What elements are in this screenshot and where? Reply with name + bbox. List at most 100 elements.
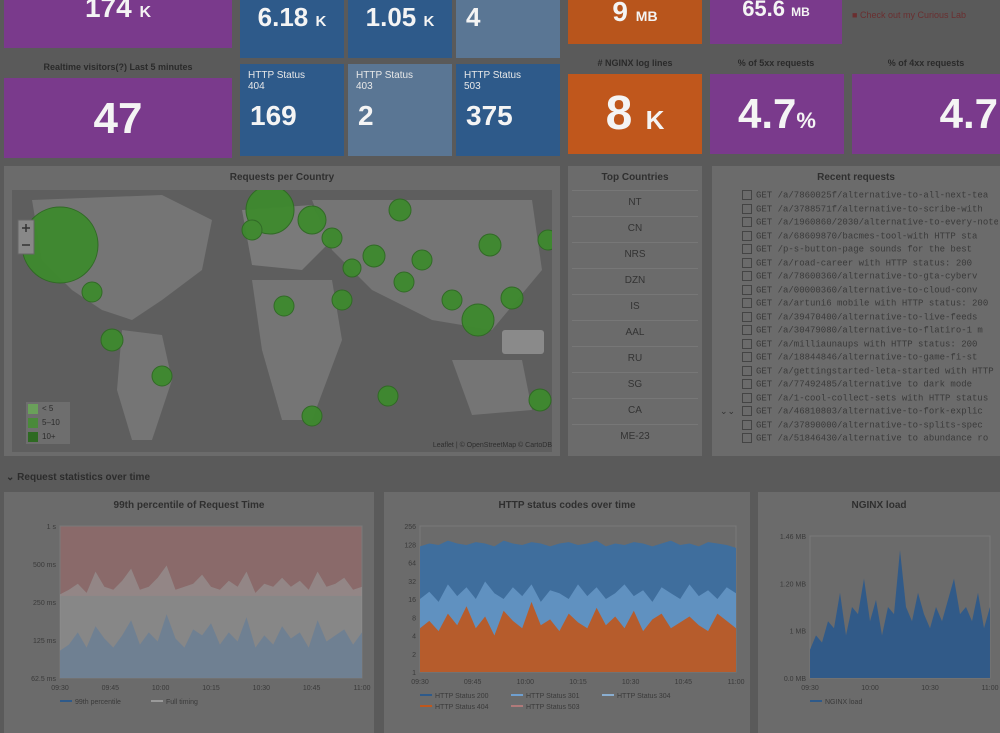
checkbox-icon[interactable] xyxy=(742,190,752,200)
bubble-au xyxy=(528,388,552,412)
request-row[interactable]: GET /a/gettingstarted-leta-started with … xyxy=(742,365,994,376)
request-row[interactable]: GET /a/37890000/alternative-to-splits-sp… xyxy=(742,419,983,430)
stat-total-requests[interactable]: 174 K xyxy=(4,0,232,48)
world-map[interactable] xyxy=(12,190,552,452)
country-row[interactable]: NT xyxy=(572,190,698,215)
request-row[interactable]: GET /a/milliaunaups with HTTP status: 20… xyxy=(742,338,978,349)
stat-65mb[interactable]: 65.6 MB xyxy=(710,0,842,44)
checkbox-icon[interactable] xyxy=(742,352,752,362)
stat-http-404[interactable]: HTTP Status 404 169 xyxy=(240,64,344,156)
stat-pct-4xx[interactable]: 4.7 xyxy=(852,74,1000,154)
checkbox-icon[interactable] xyxy=(742,257,752,268)
legend-low: < 5 xyxy=(26,402,70,416)
request-text: GET /a/artuni6 mobile with HTTP status: … xyxy=(756,298,989,309)
request-row[interactable]: GET /a/artuni6 mobile with HTTP status: … xyxy=(742,298,988,308)
checkbox-icon[interactable] xyxy=(742,392,752,403)
stat-value: 1.05 xyxy=(365,2,417,32)
checkbox-icon[interactable] xyxy=(742,419,752,430)
chart-title: 99th percentile of Request Time xyxy=(113,500,265,511)
stat-pct-5xx[interactable]: 4.7% xyxy=(710,74,844,154)
curious-lab-link-text: Check out my Curious Lab xyxy=(859,10,966,20)
country-row[interactable]: CA xyxy=(572,398,698,423)
stat-unit: K xyxy=(315,13,327,30)
stat-value: 169 xyxy=(250,100,297,131)
status-codes-chart[interactable]: 256 128 64 32 16 8 4 2 1 09:30 09:45 10:00 10:15 10:3… xyxy=(384,516,750,733)
chart-title: HTTP status codes over time xyxy=(498,500,636,511)
checkbox-icon[interactable] xyxy=(742,230,752,241)
curious-lab-link[interactable]: ■ Check out my Curious Lab xyxy=(852,10,1000,20)
chart-panel-status-codes: HTTP status codes over time 256 128 64 32 16… xyxy=(384,492,750,733)
checkbox-icon[interactable] xyxy=(742,311,752,322)
checkbox-icon[interactable] xyxy=(742,338,752,349)
checkbox-icon[interactable] xyxy=(742,365,752,376)
stat-value: 65.6 xyxy=(742,0,786,21)
checkbox-icon[interactable] xyxy=(742,433,752,443)
country-row[interactable]: CN xyxy=(572,216,698,241)
request-row[interactable]: GET /a/78600360/alternative-to-gta-cyber… xyxy=(742,271,977,281)
percentile-chart[interactable]: 1 s 500 ms 250 ms 125 ms 62.5 ms 09:30 09:45 10… xyxy=(4,516,374,733)
stat-6k[interactable]: 6.18 K xyxy=(240,0,344,58)
country-row[interactable]: NRS xyxy=(572,242,698,267)
x-tick-label: 10:30 xyxy=(622,679,640,686)
country-row[interactable]: IS xyxy=(572,294,698,319)
request-text: GET /a/37890000/alternative-to-splits-sp… xyxy=(756,419,983,430)
legend-label: NGINX load xyxy=(825,699,862,706)
request-text: GET /a/1-cool-collect-sets with HTTP sta… xyxy=(756,392,989,403)
y-tick-label: 8 xyxy=(412,615,416,622)
y-tick-label: 128 xyxy=(404,542,416,549)
checkbox-icon[interactable] xyxy=(742,271,752,281)
country-row[interactable]: AAL xyxy=(572,320,698,345)
request-row[interactable]: GET /a/77492485/alternative to dark mode xyxy=(742,379,972,389)
checkbox-icon[interactable] xyxy=(742,244,752,254)
legend-label: Full timing xyxy=(166,699,198,706)
country-row[interactable]: DZN xyxy=(572,268,698,293)
checkbox-icon[interactable] xyxy=(742,298,752,308)
checkbox-icon[interactable] xyxy=(742,406,752,416)
checkbox-icon[interactable] xyxy=(742,379,752,389)
request-row[interactable]: GET /a/68609870/bacmes-tool-with HTTP st… xyxy=(742,230,977,241)
checkbox-icon[interactable] xyxy=(742,217,752,227)
stat-log-lines[interactable]: 8 K xyxy=(568,74,702,154)
zoom-control xyxy=(17,219,35,255)
x-tick-label: 10:30 xyxy=(921,685,939,692)
request-row[interactable]: GET /a/46810803/alternative-to-fork-expl… xyxy=(742,406,983,416)
checkbox-icon[interactable] xyxy=(742,325,752,335)
map-title: Requests per Country xyxy=(229,172,335,183)
stat-http-503[interactable]: HTTP Status 503 375 xyxy=(456,64,560,156)
request-row[interactable]: GET /p-s-button-page sounds for the best xyxy=(742,244,972,254)
country-row[interactable]: RU xyxy=(572,346,698,371)
chart-panel-nginx-load: NGINX load 1.46 MB 1.20 MB 1 MB 0.0 MB 09:30… xyxy=(758,492,1000,733)
section-header[interactable]: ⌄ Request statistics over time xyxy=(6,472,150,483)
request-row[interactable]: GET /a/51846430/alternative to abundance… xyxy=(742,433,988,443)
top-countries-title: Top Countries xyxy=(601,172,669,183)
checkbox-icon[interactable] xyxy=(742,284,752,295)
request-text: GET /a/46810803/alternative-to-fork-expl… xyxy=(756,406,983,417)
request-row[interactable]: GET /a/road-career with HTTP status: 200 xyxy=(742,257,972,268)
request-row[interactable]: GET /a/30479080/alternative-to-flatiro-1… xyxy=(742,325,983,335)
scroll-up-icon[interactable]: ⌄⌄ xyxy=(720,406,736,416)
checkbox-icon[interactable] xyxy=(742,203,752,214)
stat-1k[interactable]: 1.05 K xyxy=(348,0,452,58)
bubble-pk xyxy=(411,249,433,271)
stat-4[interactable]: 4 xyxy=(456,0,560,58)
nginx-load-chart[interactable]: 1.46 MB 1.20 MB 1 MB 0.0 MB 09:30 10:00 10:30 1… xyxy=(758,516,1000,733)
request-row[interactable]: GET /a/39470400/alternative-to-live-feed… xyxy=(742,311,977,322)
bubble-kz xyxy=(321,227,343,249)
request-row[interactable]: GET /a/00000360/alternative-to-cloud-con… xyxy=(742,284,977,295)
request-row[interactable]: GET /a/1960860/2030/alternative-to-every… xyxy=(742,217,998,227)
request-text: GET /a/milliaunaups with HTTP status: 20… xyxy=(756,338,978,349)
request-row[interactable]: GET /a/7860025f/alternative-to-all-next-… xyxy=(742,190,988,200)
country-row[interactable]: SG xyxy=(572,372,698,397)
stat-label: HTTP Status 503 xyxy=(464,70,522,92)
bubble-cn xyxy=(478,233,502,257)
y-tick-label: 16 xyxy=(408,597,416,604)
stat-realtime[interactable]: 47 xyxy=(4,78,232,158)
request-row[interactable]: GET /a/3788571f/alternative-to-scribe-wi… xyxy=(742,203,983,214)
map-legend: < 5 5–10 10+ xyxy=(26,402,70,444)
stat-9mb[interactable]: 9 MB xyxy=(568,0,702,44)
request-row[interactable]: GET /a/18844846/alternative-to-game-fi-s… xyxy=(742,352,977,362)
stat-http-403[interactable]: HTTP Status 403 2 xyxy=(348,64,452,156)
map-attribution[interactable]: Leaflet | © OpenStreetMap © CartoDB xyxy=(432,442,552,449)
country-row[interactable]: ME-23 xyxy=(572,424,698,449)
request-row[interactable]: GET /a/1-cool-collect-sets with HTTP sta… xyxy=(742,392,989,403)
